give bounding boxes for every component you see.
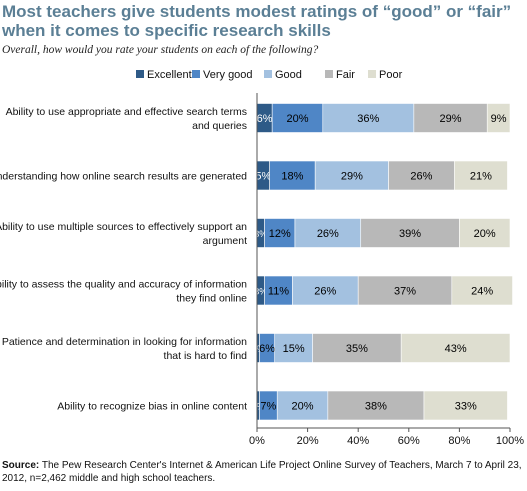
chart-subtitle: Overall, how would you rate your student… (2, 44, 319, 56)
bar-good (274, 333, 313, 363)
data-label: 26% (314, 286, 336, 298)
category-label: Ability to use multiple sources to effec… (0, 221, 247, 233)
bar-poor (459, 218, 511, 248)
data-label: 26% (410, 171, 432, 183)
data-label: 24% (471, 286, 493, 298)
category-label: Ability to assess the quality and accura… (0, 279, 247, 291)
category-label: Ability to use appropriate and effective… (6, 106, 247, 118)
data-label: 1% (252, 402, 265, 412)
data-label: 1% (252, 344, 265, 354)
bar-good (292, 275, 359, 306)
bar-poor (423, 390, 508, 421)
plot-area: 6% 20% 36% 29% 9%5% 18% 29% 26% 21%3% 12% 26% 39% 20… (252, 103, 513, 421)
bar-fair (312, 333, 402, 363)
data-label: 3% (254, 287, 267, 297)
data-label: 6% (259, 343, 275, 355)
data-label: 9% (491, 113, 507, 125)
data-label: 38% (365, 401, 387, 413)
bar-poor (454, 160, 508, 191)
x-tick-label: 100% (496, 435, 524, 447)
bar-poor (486, 103, 511, 133)
bar-fair (388, 160, 455, 191)
data-label: 29% (341, 171, 363, 183)
bar-very-good (264, 218, 296, 248)
x-tick-label: 40% (347, 435, 369, 447)
legend-swatch-fair (325, 70, 333, 78)
data-label: 37% (394, 286, 416, 298)
bar-good (322, 103, 415, 133)
legend-swatch-poor (368, 70, 376, 78)
source-label: Source: (2, 460, 40, 471)
x-tick-label: 60% (398, 435, 420, 447)
data-label: 20% (292, 401, 314, 413)
data-label: 15% (283, 343, 305, 355)
data-label: 39% (399, 228, 421, 240)
data-label: 26% (317, 228, 339, 240)
x-tick-label: 0% (249, 435, 265, 447)
data-label: 21% (470, 171, 492, 183)
source-text: The Pew Research Center's Internet & Ame… (2, 460, 522, 484)
data-label: 7% (260, 401, 276, 413)
data-label: 18% (281, 171, 303, 183)
source-note: Source: The Pew Research Center's Intern… (2, 459, 522, 485)
legend-label-good: Good (275, 69, 302, 81)
data-label: 29% (440, 113, 462, 125)
data-label: 20% (474, 228, 496, 240)
bar-good (294, 218, 362, 248)
data-label: 3% (254, 229, 267, 239)
data-label: 11% (268, 286, 289, 298)
category-label: that is hard to find (164, 350, 248, 362)
bar-fair (357, 275, 453, 306)
category-label: and queries (192, 120, 247, 132)
data-label: 33% (455, 401, 477, 413)
chart-legend: Excellent Very good Good Fair Poor (136, 69, 403, 81)
data-label: 6% (257, 113, 273, 125)
category-label: Patience and determination in looking fo… (2, 336, 247, 348)
data-label: 36% (357, 113, 379, 125)
category-label: they find online (176, 293, 247, 305)
category-labels: Ability to use appropriate and effective… (0, 106, 247, 413)
data-label: 35% (346, 343, 368, 355)
data-label: 43% (445, 343, 467, 355)
bar-poor (400, 333, 511, 363)
data-label: 20% (286, 113, 308, 125)
data-label: 12% (269, 228, 291, 240)
bar-fair (360, 218, 460, 248)
bar-poor (451, 275, 513, 306)
category-label: argument (203, 235, 247, 247)
chart-title: Most teachers give students modest ratin… (2, 2, 512, 40)
legend-label-excellent: Excellent (147, 69, 192, 81)
x-tick-label: 80% (448, 435, 470, 447)
legend-label-poor: Poor (379, 69, 403, 81)
bar-very-good (271, 103, 324, 133)
legend-swatch-good (264, 70, 272, 78)
category-label: Understanding how online search results … (0, 171, 247, 183)
legend-label-very-good: Very good (203, 69, 253, 81)
legend-swatch-excellent (136, 70, 144, 78)
bar-fair (327, 390, 425, 421)
bar-very-good (264, 275, 293, 306)
legend-label-fair: Fair (336, 69, 355, 81)
x-tick-label: 20% (297, 435, 319, 447)
category-label: Ability to recognize bias in online cont… (57, 401, 247, 413)
x-axis: 0% 20% 40% 60% 80% 100% (249, 93, 524, 447)
data-label: 5% (255, 171, 271, 183)
legend-swatch-very-good (192, 70, 200, 78)
